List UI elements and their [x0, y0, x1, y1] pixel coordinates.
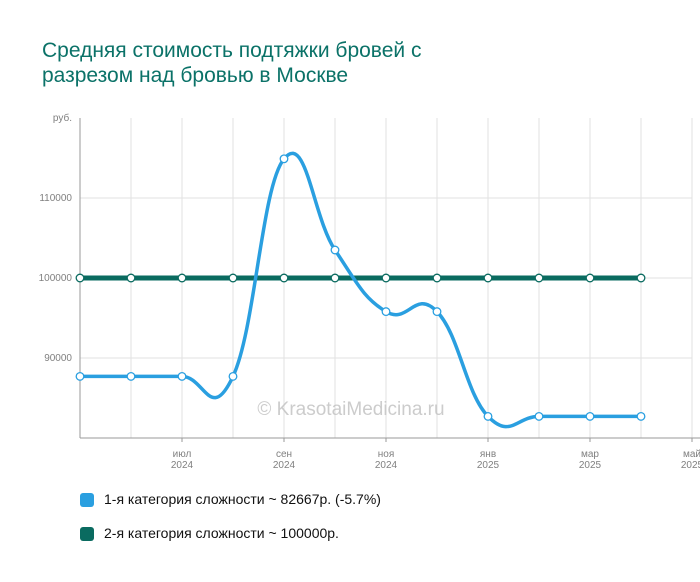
y-tick-label: 90000	[44, 353, 72, 364]
series-2-point	[75, 273, 85, 283]
series-2-point	[381, 273, 391, 283]
series-1-point	[330, 245, 340, 255]
series-1-point	[126, 371, 136, 381]
chart-title-line-1: Средняя стоимость подтяжки бровей с	[42, 39, 422, 62]
series-2-point	[636, 273, 646, 283]
series-2-point	[534, 273, 544, 283]
series-1-point	[177, 371, 187, 381]
series-points	[75, 154, 646, 421]
x-tick-label-year: 2024	[171, 460, 194, 471]
series-2-point	[228, 273, 238, 283]
series-2-point	[585, 273, 595, 283]
x-axis-labels: июл2024сен2024ноя2024янв2025мар2025май20…	[171, 449, 700, 471]
watermark: © KrasotaiMedicina.ru	[257, 399, 444, 420]
series-2-point	[432, 273, 442, 283]
x-tick-label-month: май	[683, 449, 700, 460]
x-tick-label-year: 2025	[579, 460, 602, 471]
legend-swatch-series-2	[80, 527, 94, 541]
x-tick-label-year: 2024	[273, 460, 296, 471]
series-1-point	[381, 307, 391, 317]
legend-swatch-series-1	[80, 493, 94, 507]
series-2-point	[330, 273, 340, 283]
legend-label-series-2: 2-я категория сложности ~ 100000р.	[104, 525, 339, 541]
x-tick-label-month: сен	[276, 449, 292, 460]
series-1-point	[585, 411, 595, 421]
x-tick-label-month: мар	[581, 449, 599, 460]
chart-title: Средняя стоимость подтяжки бровей с разр…	[42, 38, 562, 88]
series-1-point	[75, 371, 85, 381]
series-2-point	[279, 273, 289, 283]
x-tick-label-month: ноя	[378, 449, 395, 460]
y-tick-label: 110000	[39, 193, 72, 204]
series-lines	[77, 151, 644, 429]
chart-title-line-2: разрезом над бровью в Москве	[42, 64, 349, 87]
series-1-point	[228, 371, 238, 381]
x-tick-label-year: 2025	[681, 460, 700, 471]
series-1-point	[534, 411, 544, 421]
series-2-point	[483, 273, 493, 283]
series-1-line	[78, 151, 643, 429]
x-tick-label-month: июл	[173, 449, 192, 460]
series-1-point	[636, 411, 646, 421]
series-1-point	[279, 154, 289, 164]
series-2-point	[177, 273, 187, 283]
y-axis-unit-label: руб.	[53, 112, 72, 124]
y-axis-labels: 90000 100000 110000	[39, 193, 73, 364]
x-tick-label-month: янв	[480, 449, 496, 460]
y-tick-label: 100000	[39, 273, 73, 284]
x-tick-label-year: 2024	[375, 460, 398, 471]
series-2-point	[126, 273, 136, 283]
x-tick-label-year: 2025	[477, 460, 500, 471]
legend-label-series-1: 1-я категория сложности ~ 82667р. (-5.7%…	[104, 491, 381, 507]
series-1-point	[432, 307, 442, 317]
series-1-point	[483, 411, 493, 421]
